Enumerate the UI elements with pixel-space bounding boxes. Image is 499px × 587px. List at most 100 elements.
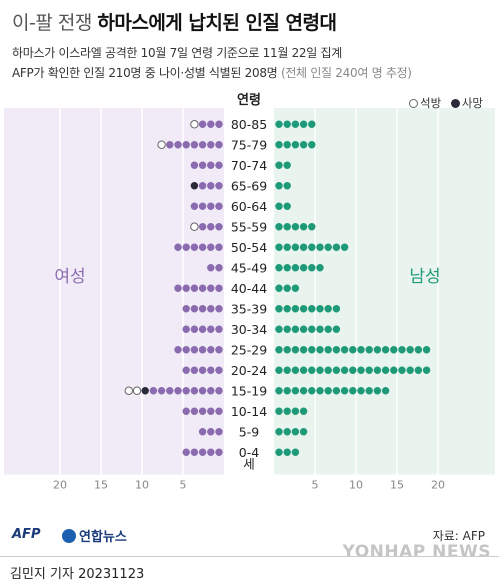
male-dot xyxy=(275,428,283,436)
female-dot xyxy=(215,182,223,190)
female-dot xyxy=(190,325,199,333)
male-dot xyxy=(324,325,332,333)
male-dot xyxy=(381,346,390,354)
age-label: 0-4 xyxy=(239,445,259,460)
male-dot xyxy=(316,346,324,354)
female-dot xyxy=(182,284,190,292)
male-dot xyxy=(283,120,291,128)
female-dot xyxy=(182,325,190,333)
female-dot xyxy=(215,264,223,272)
female-dot xyxy=(207,407,215,415)
female-dot xyxy=(198,161,207,169)
x-tick-male: 15 xyxy=(390,479,404,492)
age-label: 60-64 xyxy=(231,199,267,214)
female-dot xyxy=(174,387,182,395)
male-dot xyxy=(332,346,341,354)
male-dot xyxy=(299,120,308,128)
female-dot xyxy=(190,346,199,354)
female-dot xyxy=(207,387,215,395)
female-dot xyxy=(215,243,223,251)
age-header: 연령 xyxy=(237,93,261,108)
age-label: 40-44 xyxy=(231,281,267,296)
male-dot xyxy=(381,366,390,374)
legend-dead-label: 사망 xyxy=(461,96,483,110)
female-dot xyxy=(215,407,223,415)
male-dot xyxy=(283,202,291,210)
age-label: 75-79 xyxy=(231,137,267,152)
female-dot xyxy=(215,223,223,231)
female-dot xyxy=(207,202,215,210)
male-dot xyxy=(349,366,357,374)
female-dot xyxy=(190,202,199,210)
male-dot xyxy=(283,448,291,456)
male-dot xyxy=(275,448,283,456)
x-tick-male: 10 xyxy=(349,479,363,492)
female-dot xyxy=(207,448,215,456)
age-label: 10-14 xyxy=(231,404,267,419)
age-label: 35-39 xyxy=(231,301,267,316)
female-dot xyxy=(215,448,223,456)
male-dot xyxy=(365,387,373,395)
male-dot xyxy=(390,346,398,354)
male-dot xyxy=(332,325,341,333)
male-dot xyxy=(283,428,291,436)
male-dot xyxy=(299,223,308,231)
released-legend-icon xyxy=(409,99,418,108)
male-dot xyxy=(291,346,300,354)
female-dot xyxy=(182,243,190,251)
male-dot xyxy=(299,407,308,415)
female-panel xyxy=(4,108,224,475)
female-dot xyxy=(207,284,215,292)
female-released-dot xyxy=(124,386,134,395)
male-dot xyxy=(308,243,316,251)
female-dot xyxy=(198,428,207,436)
female-dot xyxy=(207,223,215,231)
female-dot xyxy=(198,366,207,374)
female-dot xyxy=(215,284,223,292)
age-label: 20-24 xyxy=(231,363,267,378)
male-dot xyxy=(308,325,316,333)
male-dot xyxy=(291,243,300,251)
male-dot xyxy=(316,387,324,395)
subtitle-1: 하마스가 이스라엘 공격한 10월 7일 연령 기준으로 11월 22일 집계 xyxy=(12,46,342,60)
female-dot xyxy=(207,120,215,128)
female-dot xyxy=(207,161,215,169)
female-dot xyxy=(207,243,215,251)
female-dot xyxy=(190,387,199,395)
male-dot xyxy=(275,407,283,415)
female-dot xyxy=(215,387,223,395)
female-dot xyxy=(182,366,190,374)
male-dot xyxy=(275,284,283,292)
male-dot xyxy=(332,387,341,395)
male-dot xyxy=(283,387,291,395)
male-dot xyxy=(381,387,390,395)
age-label: 50-54 xyxy=(231,240,267,255)
female-dot xyxy=(207,305,215,313)
x-tick-male: 5 xyxy=(312,479,319,492)
watermark: YONHAP NEWS xyxy=(342,542,491,562)
male-dot xyxy=(283,366,291,374)
male-dot xyxy=(275,264,283,272)
male-dot xyxy=(291,387,300,395)
age-label: 70-74 xyxy=(231,158,267,173)
female-dot xyxy=(166,387,174,395)
female-dot xyxy=(207,366,215,374)
x-tick-female: 10 xyxy=(135,479,149,492)
female-dot xyxy=(215,366,223,374)
male-dot xyxy=(340,346,349,354)
x-tick-female: 5 xyxy=(180,479,187,492)
male-dot xyxy=(308,387,316,395)
male-dot xyxy=(283,243,291,251)
male-dot xyxy=(357,387,365,395)
afp-logo: AFP xyxy=(12,527,41,542)
subtitle-2: AFP가 확인한 인질 210명 중 나이·성별 식별된 208명 (전체 인질… xyxy=(12,64,412,81)
male-dot xyxy=(340,387,349,395)
male-dot xyxy=(357,366,365,374)
female-dot xyxy=(215,305,223,313)
female-dot xyxy=(207,182,215,190)
female-dot xyxy=(198,141,207,149)
male-dot xyxy=(291,141,300,149)
subtitle-2-main: AFP가 확인한 인질 210명 중 나이·성별 식별된 208명 xyxy=(12,66,278,80)
male-dot xyxy=(332,366,341,374)
